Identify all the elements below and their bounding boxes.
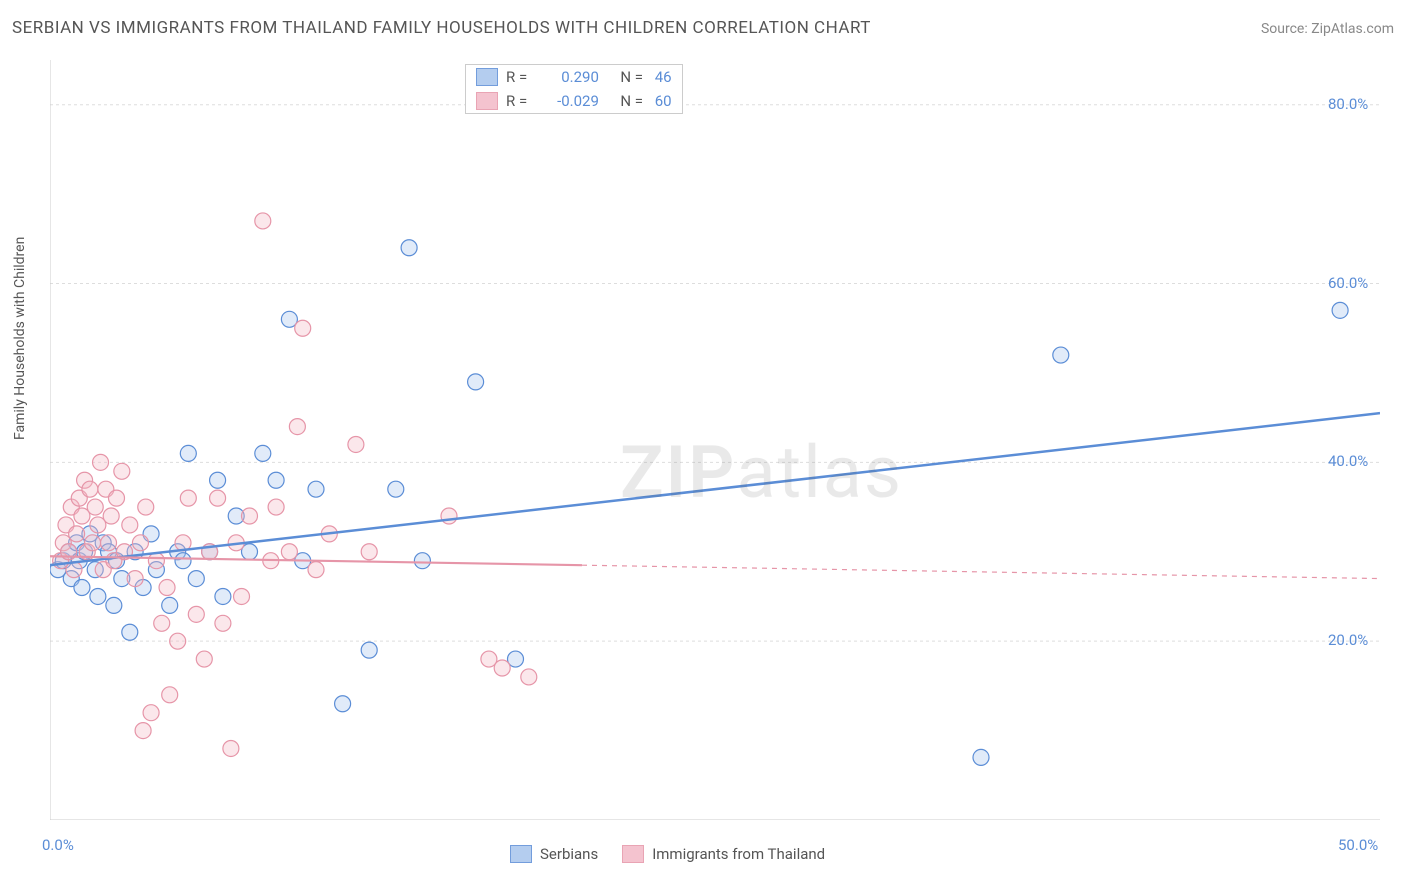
- legend-swatch: [622, 845, 644, 863]
- scatter-chart: [50, 60, 1380, 820]
- n-value: 60: [655, 92, 672, 110]
- legend-swatch: [476, 68, 498, 86]
- series-legend: Serbians Immigrants from Thailand: [510, 845, 825, 863]
- n-label: N =: [613, 68, 647, 86]
- r-label: R =: [506, 92, 531, 110]
- source-prefix: Source:: [1261, 21, 1311, 37]
- series-legend-item: Serbians: [510, 845, 598, 863]
- series-legend-item: Immigrants from Thailand: [622, 845, 825, 863]
- correlation-legend-row: R = 0.290 N = 46: [466, 65, 682, 89]
- n-value: 46: [655, 68, 672, 86]
- source-attribution: Source: ZipAtlas.com: [1261, 21, 1394, 37]
- title-bar: SERBIAN VS IMMIGRANTS FROM THAILAND FAMI…: [12, 18, 1394, 38]
- y-axis-label: Family Households with Children: [12, 237, 28, 440]
- y-tick-label: 40.0%: [1328, 452, 1368, 470]
- legend-swatch: [510, 845, 532, 863]
- source-link[interactable]: ZipAtlas.com: [1311, 21, 1394, 37]
- r-value: 0.290: [539, 68, 599, 86]
- y-tick-label: 20.0%: [1328, 631, 1368, 649]
- series-name: Serbians: [540, 845, 598, 863]
- y-tick-label: 80.0%: [1328, 95, 1368, 113]
- chart-title: SERBIAN VS IMMIGRANTS FROM THAILAND FAMI…: [12, 18, 871, 38]
- x-tick-label: 50.0%: [1338, 836, 1378, 854]
- r-label: R =: [506, 68, 531, 86]
- correlation-legend: R = 0.290 N = 46R = -0.029 N = 60: [465, 64, 683, 114]
- legend-swatch: [476, 92, 498, 110]
- r-value: -0.029: [539, 92, 599, 110]
- series-name: Immigrants from Thailand: [652, 845, 825, 863]
- y-tick-label: 60.0%: [1328, 274, 1368, 292]
- n-label: N =: [613, 92, 647, 110]
- correlation-legend-row: R = -0.029 N = 60: [466, 89, 682, 113]
- x-tick-label: 0.0%: [42, 836, 74, 854]
